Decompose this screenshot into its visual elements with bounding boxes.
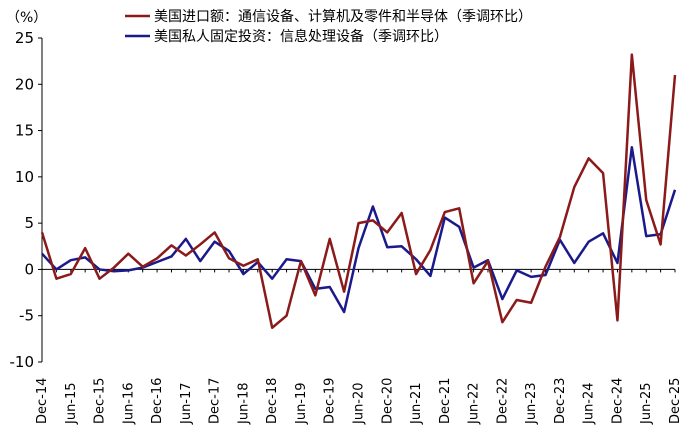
x-tick-label: Dec-25	[668, 378, 683, 424]
x-tick-label: Jun-18	[236, 382, 251, 425]
y-tick-label: -5	[19, 307, 34, 325]
x-tick-label: Dec-22	[495, 378, 510, 424]
y-tick-label: 15	[15, 122, 34, 140]
x-tick-label: Dec-14	[35, 378, 50, 424]
y-tick-label: -10	[10, 353, 35, 371]
x-tick-label: Jun-23	[524, 382, 539, 425]
series-layer	[40, 53, 677, 329]
x-tick-label: Jun-20	[352, 382, 367, 425]
y-tick-label: 10	[15, 168, 34, 186]
legend-label: 美国进口额：通信设备、计算机及零件和半导体（季调环比）	[154, 8, 532, 25]
x-axis: Dec-14 Jun-15 Dec-15 Jun-16 Dec-16 Jun-17 Dec-…	[35, 268, 683, 425]
series-line	[41, 145, 677, 314]
unit-label: （%）	[6, 10, 47, 26]
x-tick-label: Dec-24	[610, 378, 625, 424]
x-tick-label: Dec-20	[380, 378, 395, 424]
x-tick-label: Dec-19	[323, 378, 338, 424]
x-tick-label: Dec-21	[438, 378, 453, 424]
y-tick-label: 0	[24, 260, 34, 278]
x-tick-label: Jun-19	[294, 382, 309, 425]
x-tick-label: Jun-17	[179, 382, 194, 425]
y-tick-label: 20	[15, 75, 34, 93]
x-tick-label: Dec-17	[208, 378, 223, 424]
y-tick-label: 25	[15, 29, 34, 47]
x-tick-label: Dec-18	[265, 378, 280, 424]
x-tick-label: Dec-23	[553, 378, 568, 424]
x-tick-label: Jun-25	[639, 382, 654, 425]
x-tick-label: Jun-21	[409, 382, 424, 425]
x-tick-label: Jun-16	[121, 382, 136, 425]
x-tick-label: Jun-24	[582, 382, 597, 425]
legend-label: 美国私人固定投资：信息处理设备（季调环比）	[154, 28, 448, 45]
legend: 美国进口额：通信设备、计算机及零件和半导体（季调环比） 美国私人固定投资：信息处理…	[125, 8, 532, 45]
x-tick-label: Dec-15	[93, 378, 108, 424]
x-tick-label: Jun-22	[467, 382, 482, 425]
x-tick-label: Dec-16	[150, 378, 165, 424]
series-line	[40, 53, 677, 329]
y-tick-label: 5	[24, 214, 34, 232]
x-tick-label: Jun-15	[64, 382, 79, 425]
y-axis: -10 -5 0 5 10 15 20 25	[10, 29, 43, 371]
